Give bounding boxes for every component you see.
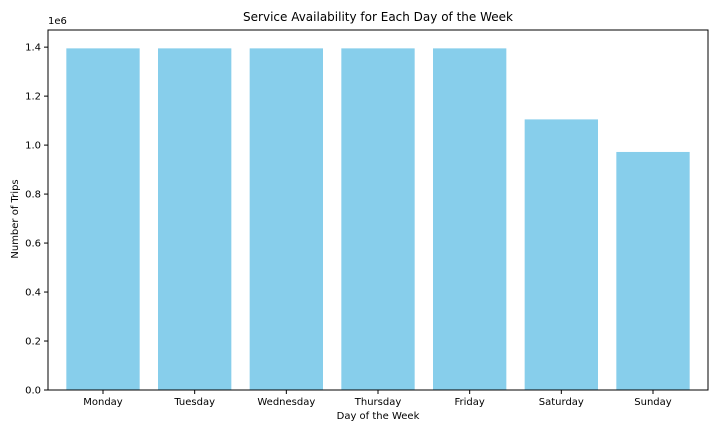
y-tick-label: 1.0 bbox=[25, 141, 41, 152]
y-tick-label: 0.4 bbox=[25, 288, 41, 299]
x-tick-label: Wednesday bbox=[257, 397, 315, 408]
y-tick-label: 0.8 bbox=[25, 190, 41, 201]
x-tick-label: Friday bbox=[455, 397, 485, 408]
y-tick-label: 0.2 bbox=[25, 337, 41, 348]
y-axis-offset-label: 1e6 bbox=[48, 16, 67, 27]
y-ticks: 0.0 0.2 0.4 0.6 0.8 1.0 1.2 1.4 bbox=[25, 43, 48, 397]
bar-tuesday bbox=[158, 48, 232, 391]
bar-friday bbox=[433, 48, 507, 391]
y-tick-label: 0.6 bbox=[25, 239, 41, 250]
bar-saturday bbox=[524, 119, 598, 390]
bar-thursday bbox=[341, 48, 415, 391]
bars-layer bbox=[66, 48, 690, 391]
y-tick-label: 1.2 bbox=[25, 92, 41, 103]
bar-monday bbox=[66, 48, 140, 391]
x-tick-label: Thursday bbox=[354, 397, 402, 408]
x-tick-label: Monday bbox=[83, 397, 123, 408]
x-tick-label: Saturday bbox=[539, 397, 584, 408]
x-tick-label: Sunday bbox=[634, 397, 671, 408]
y-tick-label: 0.0 bbox=[25, 386, 41, 397]
bar-wednesday bbox=[249, 48, 323, 391]
y-tick-label: 1.4 bbox=[25, 43, 41, 54]
x-ticks: Monday Tuesday Wednesday Thursday Friday Satu… bbox=[83, 390, 672, 408]
chart-title: Service Availability for Each Day of the… bbox=[243, 10, 513, 24]
y-axis-label: Number of Trips bbox=[10, 179, 21, 258]
x-tick-label: Tuesday bbox=[173, 397, 215, 408]
x-axis-label: Day of the Week bbox=[337, 411, 420, 422]
bar-sunday bbox=[616, 151, 690, 390]
